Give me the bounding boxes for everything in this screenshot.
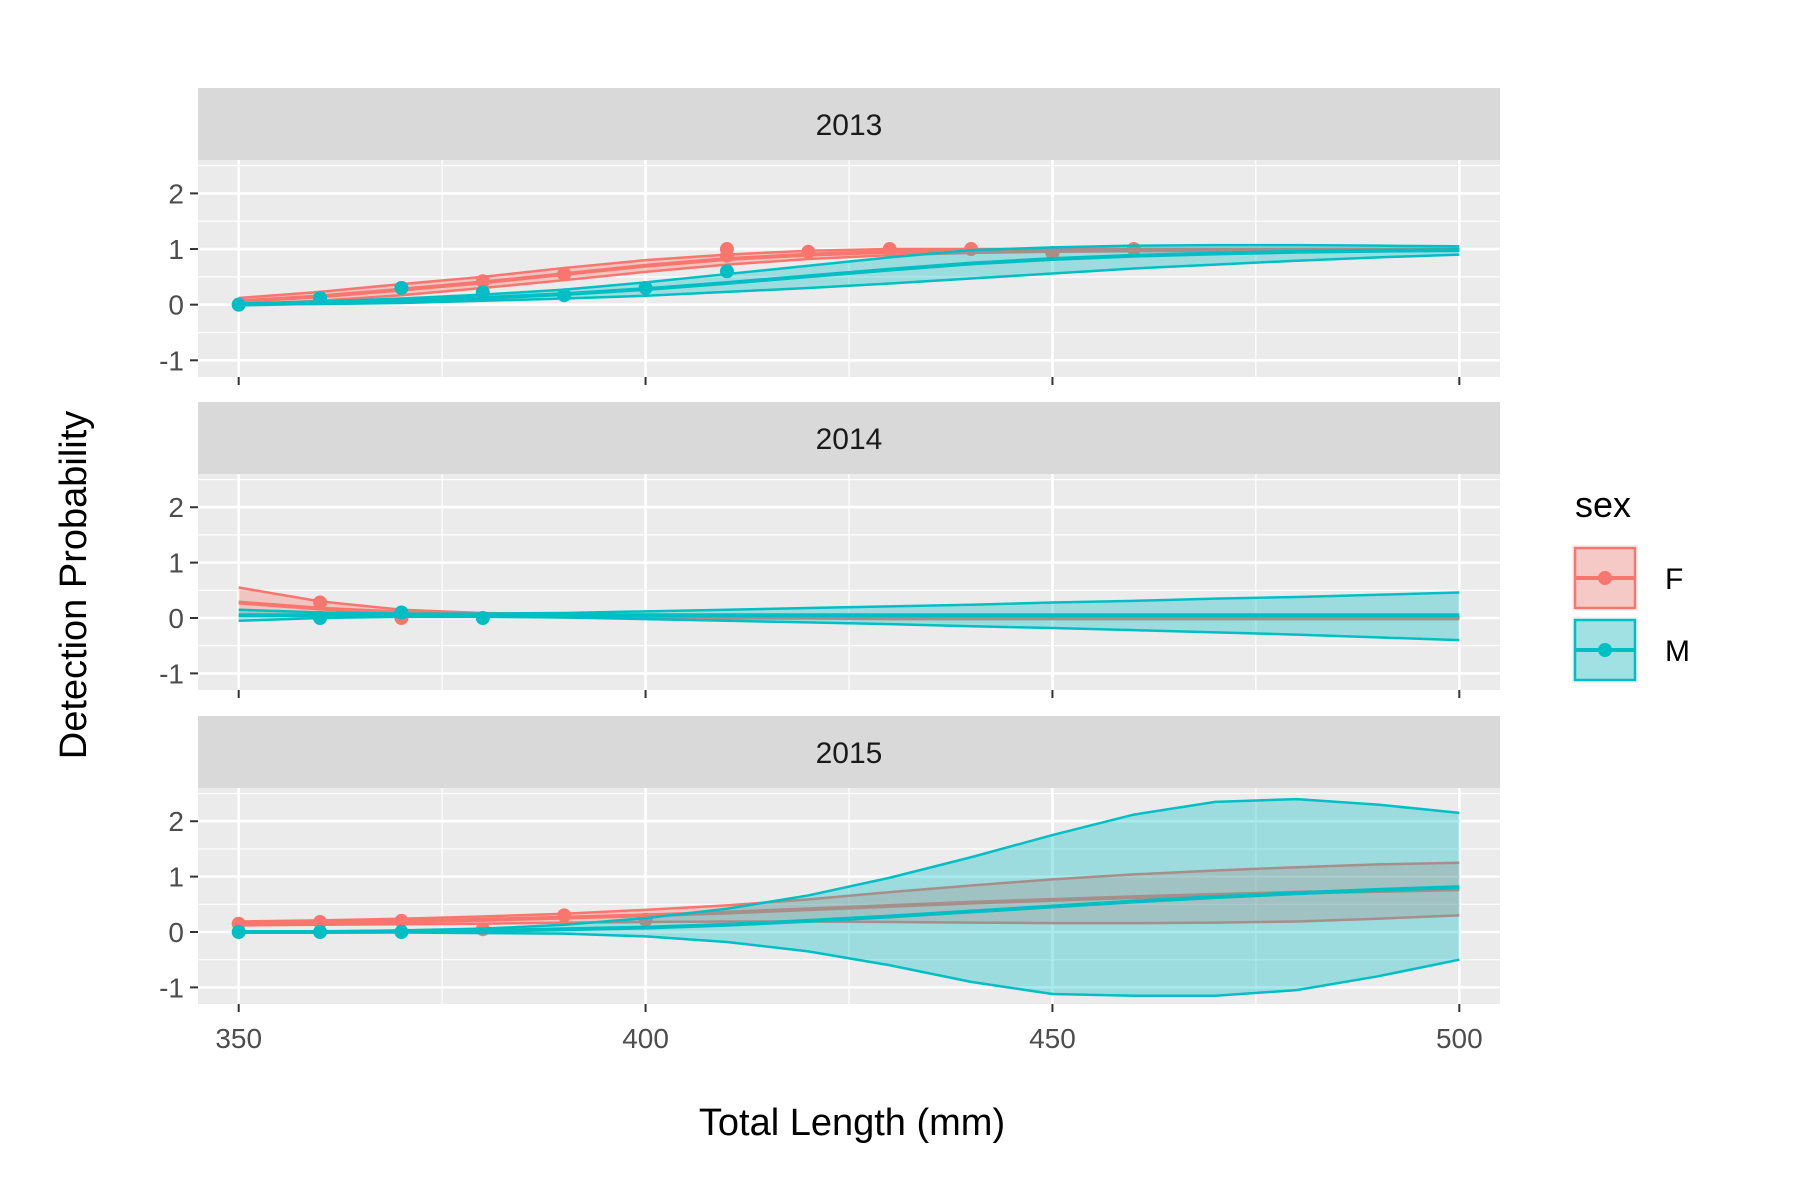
minor-gridlines	[198, 160, 1500, 377]
legend-items: FM	[1572, 545, 1690, 683]
data-point	[231, 925, 246, 939]
facet-strip-label: 2013	[816, 109, 883, 142]
legend-key-point	[1598, 643, 1612, 657]
series-M	[231, 797, 1460, 997]
legend-title: sex	[1575, 484, 1631, 525]
y-tick-label: 0	[168, 917, 184, 948]
y-tick-label: -1	[159, 658, 184, 689]
series-M	[238, 591, 1460, 642]
x-axis-title: Total Length (mm)	[699, 1102, 1005, 1144]
y-tick-label: 1	[168, 548, 184, 579]
y-axis: -1 0 1 2	[159, 806, 198, 1003]
x-axis: 350 400 450 500	[215, 1023, 1482, 1054]
y-axis: -1 0 1 2	[159, 492, 198, 689]
y-axis: -1 0 1 2	[159, 178, 198, 376]
data-point	[313, 595, 328, 610]
facet-strip-label: 2015	[816, 737, 883, 770]
facet-panels: 2013 -1 0 1 2 2014 -1 0 1 2 2015 -1 0 1 2	[159, 88, 1500, 1012]
x-tick-label: 450	[1029, 1023, 1076, 1054]
facet-strip-label: 2014	[816, 423, 883, 456]
y-tick-label: 1	[168, 234, 184, 265]
facet-panel-2014: 2014 -1 0 1 2	[159, 402, 1500, 698]
legend-label: M	[1665, 635, 1690, 668]
x-ticks	[237, 690, 1461, 698]
data-point	[882, 242, 897, 257]
ribbon-lower-bound	[238, 914, 1460, 927]
facet-panel-2015: 2015 -1 0 1 2	[159, 716, 1500, 1012]
x-ticks	[237, 1004, 1461, 1012]
facet-panel-2013: 2013 -1 0 1 2	[159, 88, 1500, 385]
x-ticks	[237, 377, 1461, 385]
legend-label: F	[1665, 563, 1683, 596]
facet-strip	[198, 402, 1500, 474]
x-tick-label: 500	[1436, 1023, 1483, 1054]
x-tick-label: 350	[215, 1023, 262, 1054]
data-point	[719, 248, 734, 263]
ribbon-upper-bound	[238, 861, 1460, 923]
x-tick-label: 400	[622, 1023, 669, 1054]
confidence-ribbon	[238, 862, 1460, 926]
data-point	[475, 285, 490, 300]
y-tick-label: 0	[168, 603, 184, 634]
fitted-line	[238, 885, 1460, 934]
data-point	[394, 605, 409, 620]
y-tick-label: -1	[159, 345, 184, 376]
data-point	[231, 297, 246, 312]
legend-item-F: F	[1572, 545, 1683, 611]
data-point	[557, 267, 572, 282]
y-tick-label: -1	[159, 972, 184, 1003]
y-tick-label: 1	[168, 862, 184, 893]
series-M	[231, 243, 1460, 312]
fitted-line	[238, 248, 1460, 307]
data-point	[313, 611, 328, 625]
data-point	[394, 925, 409, 939]
y-tick-label: 2	[168, 806, 184, 837]
legend-item-M: M	[1572, 617, 1690, 683]
data-point	[719, 264, 734, 279]
confidence-ribbon	[238, 799, 1460, 996]
fitted-line	[238, 247, 1460, 304]
legend: sex FM	[1572, 484, 1690, 683]
legend-key-point	[1598, 571, 1612, 585]
data-point	[394, 280, 409, 295]
minor-gridlines	[198, 474, 1500, 690]
facet-strip	[198, 716, 1500, 788]
data-point	[638, 912, 653, 927]
data-point	[638, 280, 653, 295]
ribbon-lower-bound	[238, 253, 1460, 306]
y-axis-title: Detection Probability	[53, 411, 95, 760]
data-point	[475, 611, 490, 625]
y-tick-label: 0	[168, 290, 184, 321]
data-point	[313, 290, 328, 305]
data-point	[1045, 245, 1060, 260]
y-tick-label: 2	[168, 492, 184, 523]
y-tick-label: 2	[168, 178, 184, 209]
data-point	[313, 925, 328, 939]
data-point	[313, 915, 328, 930]
data-point	[801, 244, 816, 259]
data-point	[394, 913, 409, 928]
data-point	[475, 274, 490, 289]
facet-strip	[198, 88, 1500, 160]
data-point	[557, 288, 572, 303]
ribbon-upper-bound	[238, 243, 1460, 305]
data-point	[557, 908, 572, 923]
